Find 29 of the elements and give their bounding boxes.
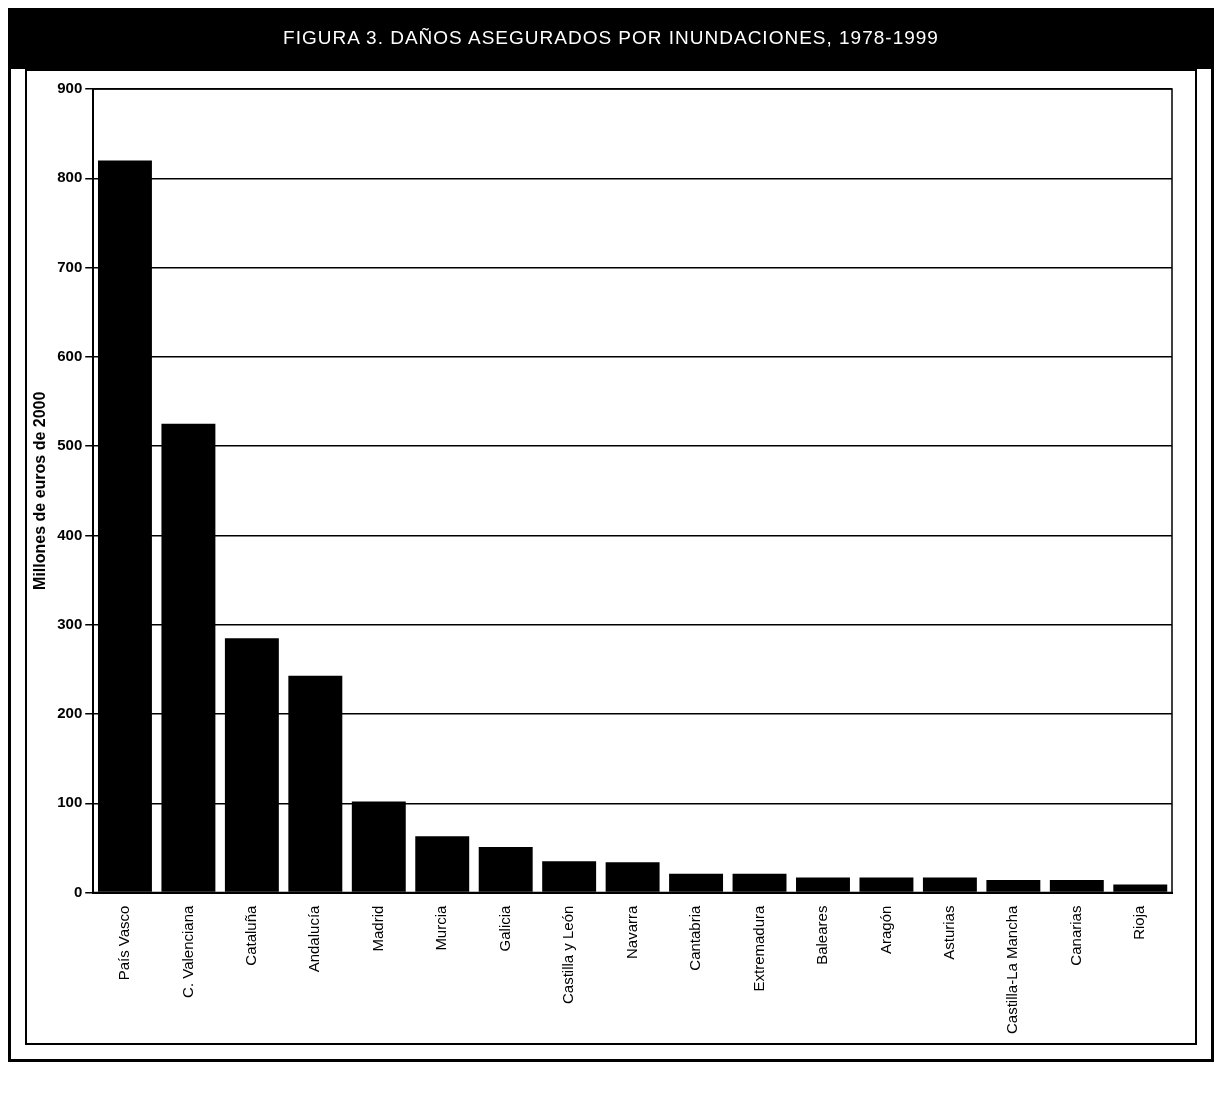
y-tick-label: 700	[57, 257, 83, 275]
y-tick-label: 0	[73, 882, 83, 900]
y-axis-title: Millones de euros de 2000	[31, 391, 49, 590]
x-tick-label: Madrid	[368, 905, 386, 952]
x-tick-label: Castilla-La Mancha	[1003, 904, 1021, 1035]
x-tick-label: País Vasco	[115, 905, 133, 981]
x-tick-label: Rioja	[1130, 904, 1148, 940]
y-tick-label: 100	[57, 793, 83, 811]
x-tick-label: C. Valenciana	[178, 904, 196, 998]
y-tick-label: 600	[57, 347, 83, 365]
x-tick-label: Andalucía	[305, 904, 323, 973]
x-tick-label: Galicia	[495, 904, 513, 952]
x-tick-label: Asturias	[940, 905, 958, 960]
x-tick-label: Extremadura	[749, 904, 767, 992]
x-tick-label: Navarra	[622, 904, 640, 959]
x-tick-label: Murcia	[432, 904, 450, 951]
y-tick-label: 800	[57, 168, 83, 186]
x-tick-label: Canarias	[1066, 905, 1084, 966]
x-tick-label: Baleares	[813, 905, 831, 965]
x-tick-label: Aragón	[876, 905, 894, 954]
chart-title: FIGURA 3. DAÑOS ASEGURADOS POR INUNDACIONES, 1978-1999	[11, 11, 1211, 69]
x-tick-label: Cataluña	[242, 904, 260, 966]
y-tick-label: 500	[57, 436, 83, 454]
x-tick-label: Castilla y León	[559, 905, 577, 1004]
y-tick-label: 300	[57, 614, 83, 632]
x-tick-label: Cantabria	[686, 904, 704, 971]
y-tick-label: 900	[57, 79, 83, 97]
y-tick-label: 400	[57, 525, 83, 543]
y-tick-label: 200	[57, 704, 83, 722]
